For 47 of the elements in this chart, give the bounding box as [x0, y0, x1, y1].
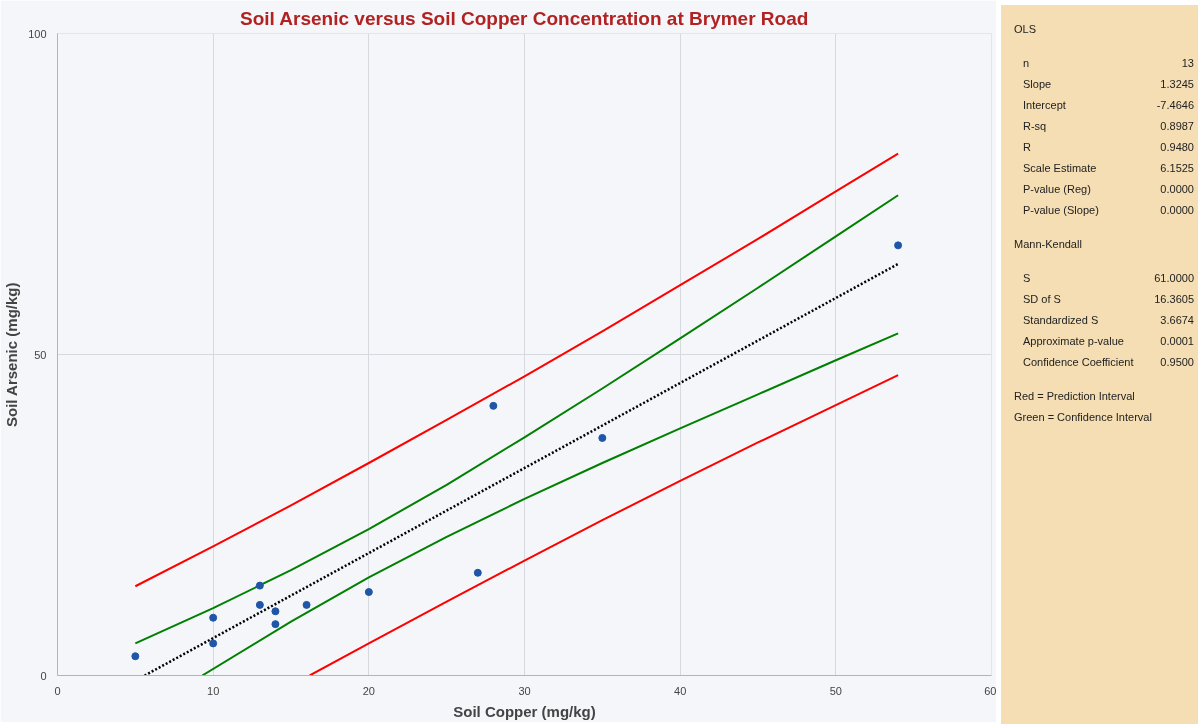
x-tick-label: 50 [829, 684, 842, 697]
point [255, 600, 264, 609]
x-tick-label: 20 [362, 684, 375, 697]
text: Green = Confidence Interval [1013, 410, 1153, 425]
x-tick-label: 30 [518, 684, 531, 697]
point [271, 607, 280, 616]
text: R-sq 0.8987 [1023, 120, 1194, 132]
text: Standardized S 3.6674 [1023, 314, 1194, 326]
point [271, 620, 280, 629]
x-tick-label: 0 [54, 684, 61, 697]
text: SD of S 16.3605 [1023, 293, 1194, 305]
text: R 0.9480 [1023, 141, 1194, 153]
point [364, 588, 373, 597]
y-tick-label: 50 [34, 348, 47, 361]
x-tick-label: 40 [674, 684, 687, 697]
text: P-value (Reg) 0.0000 [1023, 183, 1194, 195]
text: Approximate p-value 0.0001 [1023, 335, 1194, 347]
line-series [134, 194, 900, 645]
text: OLS [1013, 22, 1037, 37]
text: Intercept -7.4646 [1023, 99, 1194, 111]
y-tick-label: 0 [40, 669, 47, 682]
point [473, 568, 482, 577]
line-series [201, 332, 900, 676]
text: P-value (Slope) 0.0000 [1023, 204, 1194, 216]
point [255, 581, 264, 590]
point [489, 401, 498, 410]
text: Mann-Kendall [1013, 237, 1083, 252]
y-axis-title: Soil Arsenic (mg/kg) [3, 282, 21, 428]
text: S 61.0000 [1023, 272, 1194, 284]
point [209, 613, 218, 622]
point [131, 652, 140, 661]
line-series [134, 152, 900, 588]
x-tick-label: 10 [207, 684, 220, 697]
point [302, 600, 311, 609]
point [598, 433, 607, 442]
x-axis-title: Soil Copper (mg/kg) [453, 702, 596, 720]
text: Scale Estimate 6.1525 [1023, 162, 1194, 174]
point [209, 639, 218, 648]
text: Red = Prediction Interval [1013, 389, 1136, 404]
point [894, 241, 903, 250]
text: n 13 [1023, 57, 1194, 69]
y-tick-label: 100 [28, 27, 47, 40]
text: Confidence Coefficient 0.9500 [1023, 356, 1194, 368]
x-tick-label: 60 [984, 684, 997, 697]
chart-title: Soil Arsenic versus Soil Copper Concentration at Brymer Road [239, 7, 809, 29]
line-series [308, 374, 900, 676]
text: Slope 1.3245 [1023, 78, 1194, 90]
